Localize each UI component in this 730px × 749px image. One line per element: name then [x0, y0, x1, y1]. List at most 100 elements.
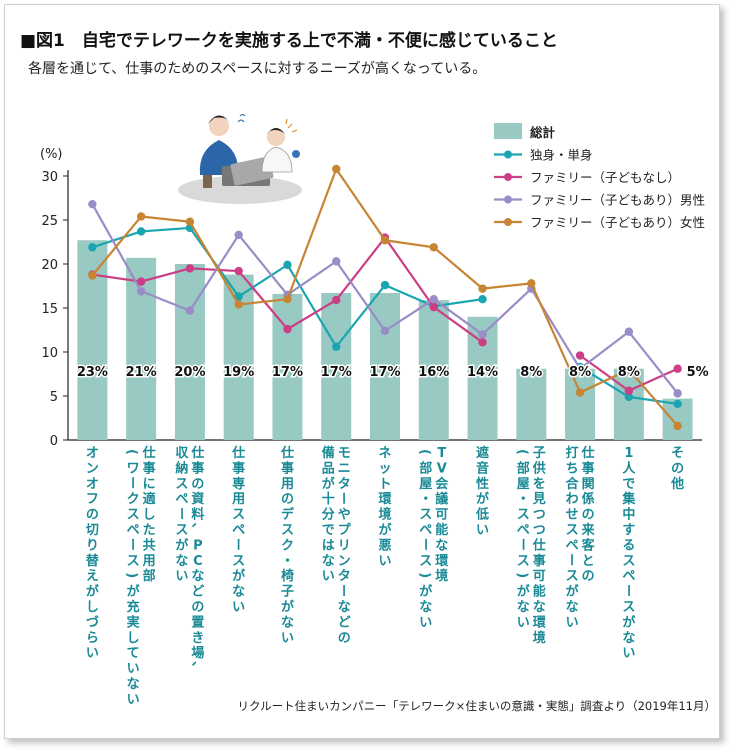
- category-label-char: ー: [173, 507, 188, 520]
- category-label-char: 境: [378, 507, 391, 523]
- category-label-char: プ: [338, 523, 352, 538]
- category-label-char: 適: [143, 491, 156, 507]
- category-label-char: 議: [435, 491, 448, 507]
- category-label-char: い: [517, 615, 530, 630]
- category-label-char: 集: [621, 491, 636, 507]
- category-label-char: タ: [338, 569, 351, 584]
- bar-total: [418, 300, 449, 440]
- category-label-char: 中: [622, 507, 635, 523]
- category-label-char: 資: [191, 491, 204, 507]
- category-label-char: 合: [566, 476, 580, 492]
- category-label-char: 仕: [190, 445, 204, 461]
- category-label-char: い: [281, 631, 294, 646]
- legend-swatch-dot: [504, 173, 512, 181]
- category-label-char: 会: [435, 476, 449, 492]
- series-point-1: [478, 295, 487, 304]
- category-label-char: が: [86, 584, 99, 600]
- category-label-char: タ: [338, 477, 351, 492]
- bar-total: [174, 264, 205, 440]
- series-point-4: [88, 271, 97, 280]
- series-point-2: [185, 264, 195, 273]
- category-label-char: て: [127, 646, 140, 661]
- category-label-char: V: [437, 461, 447, 476]
- category-label-char: を: [533, 477, 546, 492]
- series-point-4: [332, 164, 341, 174]
- series-point-2: [575, 351, 585, 360]
- category-label-char: 用: [231, 492, 245, 507]
- category-label-char: い: [566, 615, 579, 630]
- category-label-char: ッ: [378, 461, 391, 476]
- category-label-char: な: [232, 585, 245, 600]
- category-label-char: で: [322, 523, 335, 538]
- y-axis-unit-label: (%): [40, 147, 63, 162]
- category-label-char: が: [476, 491, 489, 507]
- category-label-char: ン: [338, 554, 351, 569]
- category-label-char: 客: [582, 537, 596, 553]
- y-tick-label: 10: [41, 346, 58, 361]
- category-label-char: 可: [435, 508, 448, 523]
- category-label-char: 仕: [142, 445, 156, 461]
- category-label-char: が: [566, 584, 579, 600]
- series-point-4: [429, 243, 438, 252]
- category-label-char: フ: [86, 492, 99, 507]
- category-label-char: な: [517, 600, 530, 615]
- y-tick-label: 5: [50, 390, 58, 405]
- category-label-char: 悪: [378, 538, 391, 553]
- series-point-4: [673, 421, 682, 431]
- category-label-char: 実: [127, 614, 140, 630]
- bar-data-label: 8%: [618, 365, 640, 380]
- legend-entry: 総計: [530, 125, 556, 140]
- category-label-char: 子: [533, 446, 546, 461]
- category-label-char: い: [322, 569, 335, 584]
- category-label-char: 切: [86, 523, 99, 538]
- category-label-char: ど: [191, 585, 204, 600]
- category-label-char: 備: [322, 445, 335, 461]
- series-point-3: [136, 287, 146, 296]
- bar-data-label: 19%: [223, 365, 254, 380]
- series-point-3: [575, 364, 585, 373]
- legend-swatch-dot: [504, 195, 512, 204]
- series-point-3: [332, 257, 341, 266]
- category-label-char: づ: [86, 614, 99, 630]
- category-label-char: い: [622, 646, 635, 661]
- category-label-char: 専: [232, 476, 245, 492]
- category-label-char: い: [419, 615, 432, 630]
- category-label-char: ち: [566, 461, 579, 476]
- category-label-char: ): [417, 572, 432, 578]
- category-label-char: 人: [622, 460, 636, 476]
- category-label-char: 仕: [581, 445, 595, 461]
- category-label-char: ペ: [419, 523, 432, 538]
- category-label-char: P: [193, 538, 203, 553]
- category-label-char: 仕: [532, 537, 546, 553]
- bar-data-label: 16%: [418, 365, 449, 380]
- series-point-4: [234, 300, 243, 309]
- category-label-char: ・: [517, 492, 530, 507]
- category-label-char: ス: [127, 554, 140, 569]
- page-title: ■図1 自宅でテレワークを実施する上で不満・不便に感じていること: [20, 31, 558, 51]
- category-label-char: 事: [582, 460, 595, 476]
- category-label-char: な: [322, 554, 335, 569]
- category-label-char: 境: [435, 568, 448, 584]
- category-label-char: な: [533, 600, 546, 615]
- category-label-char: 屋: [419, 477, 432, 492]
- category-label-char: つ: [533, 508, 546, 523]
- category-label-char: オ: [86, 446, 99, 461]
- category-label-char: 環: [435, 554, 449, 569]
- category-label-char: せ: [566, 508, 579, 523]
- category-label-char: の: [191, 477, 204, 492]
- bar-data-label: 14%: [467, 365, 498, 380]
- category-label-char: C: [193, 554, 203, 569]
- category-label-char: ー: [230, 538, 245, 551]
- category-label-char: ー: [124, 538, 139, 551]
- category-label-char: ー: [514, 538, 529, 551]
- category-label-char: な: [419, 600, 432, 615]
- page-subtitle: 各層を通じて、仕事のためのスペースに対するニーズが高くなっている。: [28, 61, 487, 77]
- category-label-char: の: [281, 492, 294, 507]
- category-label-char: ー: [620, 584, 635, 597]
- category-label-char: 境: [533, 630, 546, 646]
- category-label-char: 屋: [517, 477, 530, 492]
- legend-entry: ファミリー（子どもあり）女性: [530, 215, 705, 230]
- category-label-char: デ: [281, 507, 295, 523]
- category-label-char: き: [191, 631, 204, 646]
- category-label-char: ー: [563, 553, 578, 566]
